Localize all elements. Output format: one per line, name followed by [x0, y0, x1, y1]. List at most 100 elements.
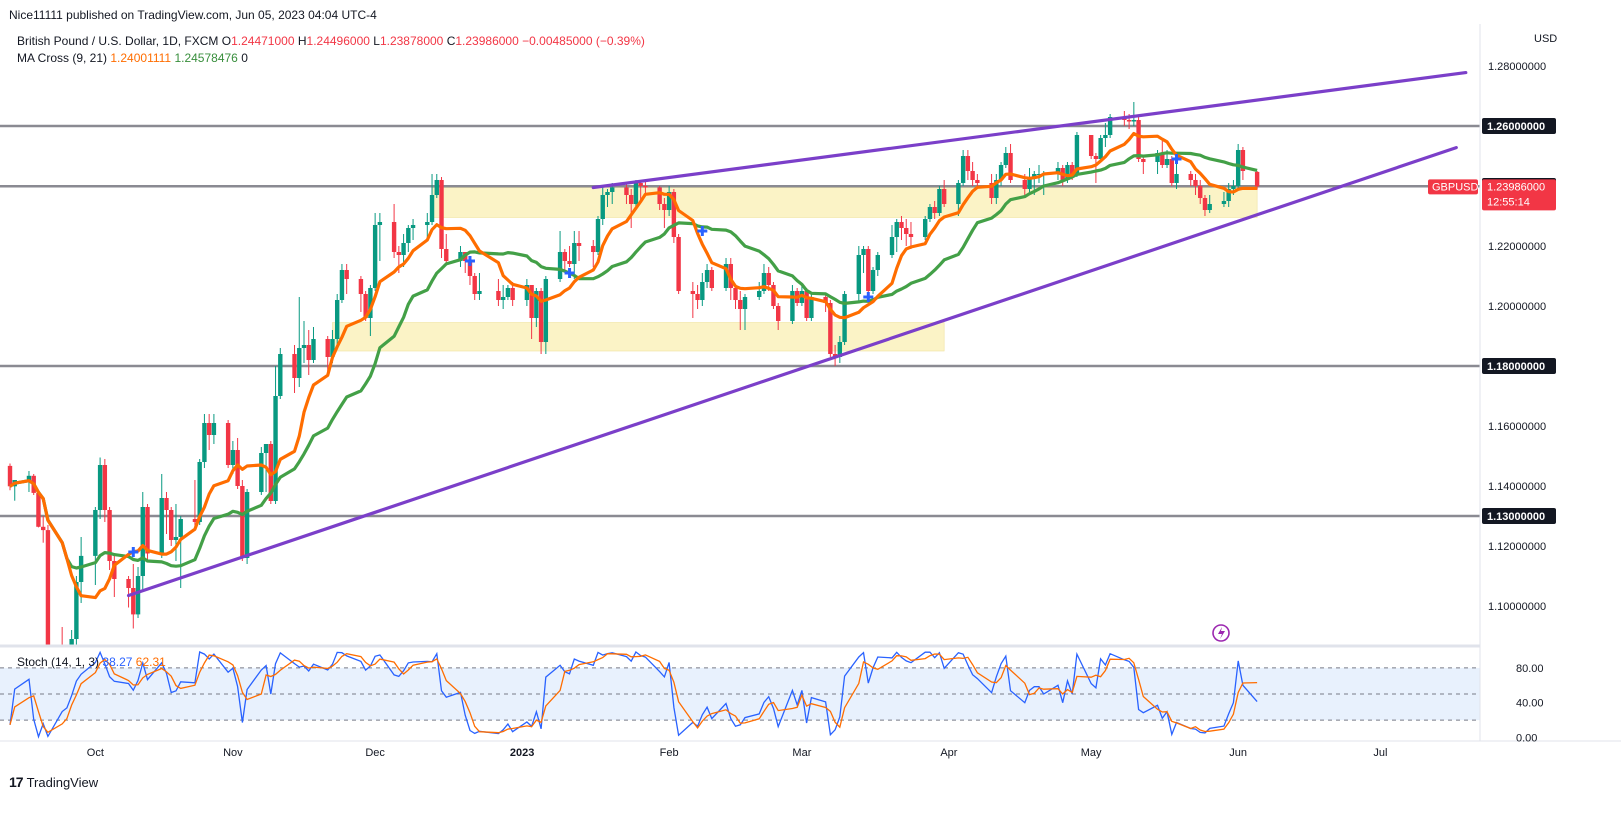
ma-cross-marker-icon: [128, 547, 139, 557]
candle-body: [809, 297, 814, 318]
candle-body: [467, 261, 473, 276]
candle-body: [458, 252, 463, 261]
tradingview-footer[interactable]: 17 TradingView: [9, 774, 98, 790]
candle-body: [169, 510, 174, 540]
candle-body: [723, 264, 729, 288]
candle-body: [757, 291, 762, 297]
candle-body: [259, 453, 264, 492]
candle-body: [472, 276, 477, 294]
candle-body: [444, 249, 449, 261]
time-axis-label: Dec: [365, 747, 385, 759]
candle-body: [1169, 159, 1174, 183]
candle-body: [941, 189, 947, 204]
price-level-badge-label: 1.18000000: [1487, 361, 1545, 373]
candle-body: [145, 507, 150, 554]
candle-body: [131, 588, 136, 615]
candle-body: [69, 639, 74, 645]
candle-body: [235, 450, 240, 486]
time-axis-label: Jul: [1373, 747, 1387, 759]
candle-body: [600, 195, 605, 219]
candle-body: [766, 273, 771, 285]
candle-body: [899, 222, 904, 228]
candle-body: [676, 237, 681, 291]
symbol-badge-label: GBPUSD: [1432, 181, 1479, 193]
candle-body: [804, 291, 809, 318]
candle-body: [401, 243, 406, 255]
price-tick-label: 1.12000000: [1488, 541, 1546, 553]
price-plot: [0, 102, 1480, 645]
candle-body: [206, 423, 212, 435]
candle-body: [956, 183, 961, 204]
candle-body: [1221, 201, 1227, 204]
candle-body: [1198, 186, 1203, 198]
price-level-badge-label: 1.13000000: [1487, 511, 1545, 523]
candle-body: [775, 306, 781, 321]
candle-body: [662, 204, 667, 210]
candle-body: [202, 423, 207, 462]
candle-body: [78, 555, 84, 582]
trendline-lower: [126, 146, 1458, 598]
candle-body: [273, 396, 278, 501]
candle-body: [524, 285, 530, 300]
candle-body: [742, 297, 748, 309]
candle-body: [1202, 198, 1208, 210]
stoch-k-value: 38.27: [102, 655, 133, 669]
ma-cross-marker-icon: [697, 226, 708, 236]
candle-body: [339, 270, 345, 300]
candle-body: [334, 300, 340, 339]
candle-body: [628, 195, 634, 204]
candle-body: [164, 498, 169, 510]
candle-body: [1093, 156, 1099, 159]
candle-body: [1136, 120, 1141, 159]
candle-body: [889, 237, 895, 255]
price-level-badge: [1482, 508, 1556, 524]
candle-body: [1164, 159, 1170, 165]
candle-body: [610, 187, 615, 192]
candle-body: [1008, 153, 1013, 180]
candle-body: [733, 288, 738, 300]
stoch-k-line: [9, 650, 1258, 739]
candle-body: [576, 243, 582, 246]
candle-body: [311, 339, 316, 360]
price-tick-label: 1.16000000: [1488, 421, 1546, 433]
candle-body: [244, 492, 250, 558]
currency-label[interactable]: USD: [1534, 33, 1558, 45]
candle-body: [1126, 120, 1132, 122]
price-tick-label: 1.10000000: [1488, 601, 1546, 613]
ma-fast-value: 1.24001111: [110, 51, 172, 65]
time-axis-label: Apr: [940, 747, 957, 759]
trendline-upper: [591, 70, 1468, 190]
ma-cross-label[interactable]: MA Cross (9, 21): [17, 51, 108, 65]
candle-body: [1074, 135, 1080, 174]
candle-body: [1107, 117, 1113, 135]
candle-body: [1193, 180, 1198, 186]
stoch-label[interactable]: Stoch (14, 1, 3): [17, 655, 100, 669]
candle-body: [1003, 153, 1009, 165]
candle-body: [1027, 177, 1032, 189]
candle-body: [994, 180, 999, 198]
time-axis-label: Feb: [660, 747, 679, 759]
candle-body: [643, 186, 648, 188]
price-tick-label: 1.20000000: [1488, 301, 1546, 313]
candle-body: [1103, 135, 1108, 138]
candle-body: [657, 187, 662, 204]
candle-body: [225, 423, 231, 465]
candle-body: [396, 252, 402, 255]
change-value: −0.00485000 (−0.39%): [522, 34, 645, 48]
candle-body: [1254, 171, 1260, 187]
close-value: 1.23986000: [455, 34, 519, 48]
candle-body: [1069, 165, 1075, 174]
candle-body: [126, 579, 131, 588]
candle-body: [93, 510, 98, 556]
candle-body: [230, 450, 236, 465]
symbol-name[interactable]: British Pound / U.S. Dollar, 1D, FXCM: [17, 34, 219, 48]
high-label: H: [297, 34, 307, 48]
candle-body: [173, 537, 179, 540]
low-label: L: [373, 34, 380, 48]
candle-body: [159, 498, 164, 554]
candle-body: [866, 249, 871, 291]
candle-body: [557, 252, 563, 279]
candle-body: [240, 486, 245, 558]
candle-body: [391, 222, 397, 252]
